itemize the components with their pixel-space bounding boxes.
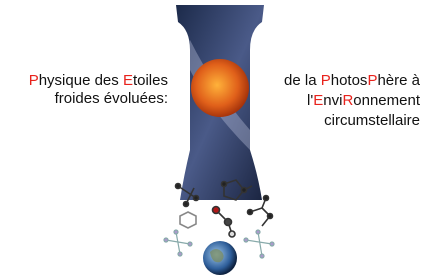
right-text: de la PhotosPhère à l'EnviRonnement circum… — [284, 72, 421, 129]
text-segment: circumstellaire — [324, 112, 420, 129]
text-segment: froides évoluées: — [55, 90, 168, 107]
star — [191, 59, 249, 117]
highlight-letter: P — [29, 72, 39, 89]
text-line: Physique des Etoiles — [29, 72, 168, 89]
text-segment: toiles — [133, 72, 168, 89]
highlight-letter: E — [123, 72, 133, 89]
text-segment: nvi — [323, 92, 342, 109]
text-line: de la PhotosPhère à — [284, 72, 421, 89]
text-line: circumstellaire — [324, 112, 420, 129]
text-segment: hère à — [377, 72, 420, 89]
highlight-letter: R — [342, 92, 353, 109]
text-segment: de la — [284, 72, 321, 89]
logo: Physique des Etoilesfroides évoluées: de… — [0, 0, 430, 279]
highlight-letter: P — [321, 72, 331, 89]
text-line: l'EnviRonnement — [307, 92, 421, 109]
text-segment: hysique des — [39, 72, 123, 89]
text-segment: hotos — [331, 72, 368, 89]
highlight-letter: P — [367, 72, 377, 89]
text-line: froides évoluées: — [55, 90, 168, 107]
highlight-letter: E — [313, 92, 323, 109]
text-segment: onnement — [353, 92, 421, 109]
